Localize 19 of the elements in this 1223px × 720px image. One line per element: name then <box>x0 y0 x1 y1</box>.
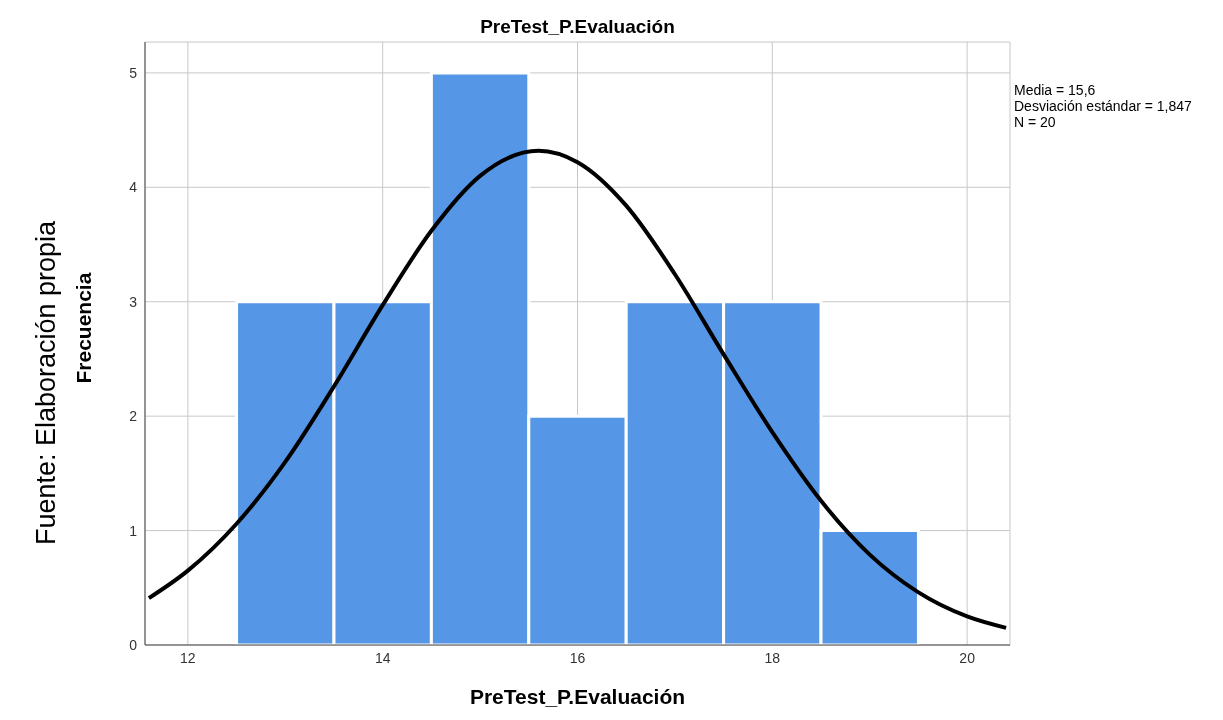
text: Media = 15,6 <box>1014 82 1097 98</box>
x-tick-label: 12 <box>180 649 196 666</box>
y-tick-label: 1 <box>129 522 138 539</box>
line-series <box>146 148 1009 630</box>
x-tick-label: 20 <box>959 649 976 666</box>
source-note: Fuente: Elaboración propia <box>30 220 62 546</box>
y-tick-label: 2 <box>129 408 138 425</box>
y-axis-title: Frecuencia <box>72 272 96 384</box>
y-tick-label: 3 <box>129 293 138 310</box>
x-tick-label: 16 <box>569 649 586 666</box>
y-tick-label: 0 <box>129 636 138 653</box>
x-tick-label: 14 <box>374 649 391 666</box>
y-tick-label: 5 <box>129 64 138 81</box>
y-tick-label: 4 <box>129 179 138 196</box>
text: Desviación estándar = 1,847 <box>1014 98 1192 114</box>
x-tick-label: 18 <box>764 649 781 666</box>
text: N = 20 <box>1014 114 1057 130</box>
x-axis-title: PreTest_P.Evaluación <box>469 685 686 708</box>
chart-title: PreTest_P.Evaluación <box>479 16 676 38</box>
